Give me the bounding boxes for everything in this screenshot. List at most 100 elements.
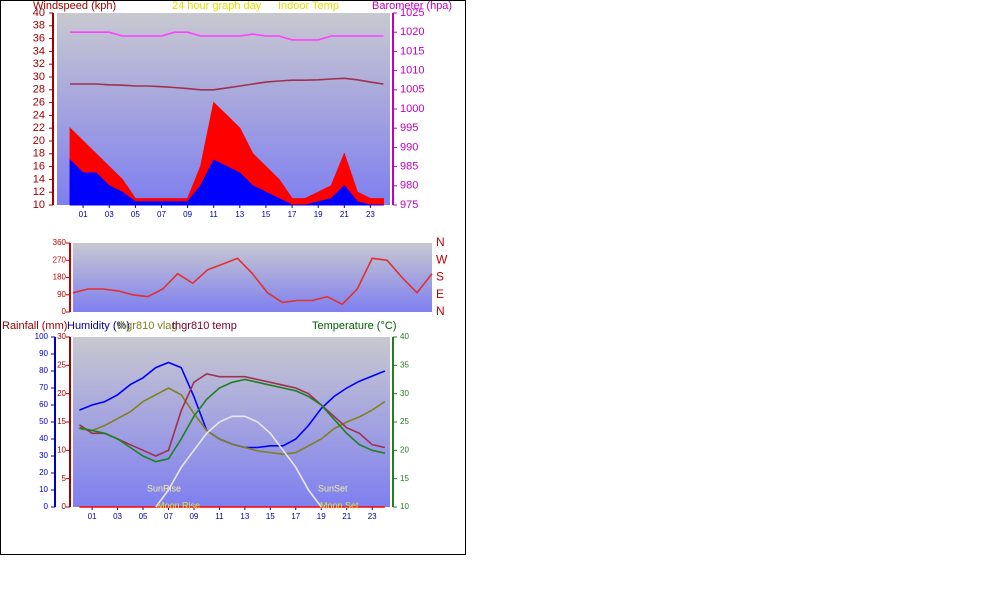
x-tick-label: 13 (235, 210, 244, 219)
y-tick-label: 30 (33, 71, 45, 83)
y-tick-label: 30 (39, 451, 48, 460)
x-tick-label: 03 (113, 512, 122, 521)
line (70, 77, 384, 91)
y-tick-label: S (436, 270, 444, 284)
y-tick-label: 0 (44, 502, 49, 511)
area (69, 101, 384, 206)
y-tick-label: 270 (53, 255, 67, 264)
y-tick-label: 35 (400, 360, 409, 369)
y-tick-label: 25 (57, 360, 66, 369)
y-tick-label: W (436, 252, 448, 266)
y-tick-label: 15 (57, 417, 66, 426)
y-tick-label: 20 (400, 445, 409, 454)
x-tick-label: 21 (340, 210, 349, 219)
line (79, 387, 386, 456)
y-tick-label: 16 (33, 161, 45, 173)
x-tick-label: 09 (183, 210, 192, 219)
plot-area (73, 337, 390, 507)
y-tick-label: 180 (53, 273, 67, 282)
y-tick-label: 10 (57, 445, 66, 454)
axis-title: Temperature (°C) (312, 320, 396, 332)
x-tick-label: 05 (139, 512, 148, 521)
y-tick-label: 100 (35, 332, 49, 341)
x-tick-label: 15 (261, 210, 270, 219)
axis-title: Indoor Temp (278, 0, 339, 12)
x-tick-label: 07 (164, 512, 173, 521)
x-tick-label: 23 (366, 210, 375, 219)
y-tick-label: 26 (33, 97, 45, 109)
y-tick-label: 90 (57, 290, 66, 299)
axis-title: 24 hour graph day (172, 0, 262, 12)
y-tick-label: 20 (39, 468, 48, 477)
area (69, 159, 384, 206)
x-tick-label: 01 (79, 210, 88, 219)
y-tick-label: 1015 (400, 45, 424, 57)
y-tick-label: 360 (53, 238, 67, 247)
y-tick-label: 20 (33, 135, 45, 147)
y-tick-label: N (436, 304, 445, 318)
line (79, 378, 386, 463)
y-tick-label: 24 (33, 109, 45, 121)
y-tick-label: 975 (400, 199, 418, 211)
annotation: Moon Rise (157, 500, 200, 510)
y-tick-label: 1010 (400, 65, 424, 77)
y-tick-label: 50 (39, 417, 48, 426)
y-tick-label: 5 (62, 474, 67, 483)
y-tick-label: 14 (33, 173, 45, 185)
y-tick-label: 995 (400, 122, 418, 134)
y-tick-label: 10 (39, 485, 48, 494)
y-tick-label: 22 (33, 122, 45, 134)
line (72, 257, 433, 306)
y-tick-label: 40 (400, 332, 409, 341)
y-tick-label: 12 (33, 186, 45, 198)
y-tick-label: 10 (400, 502, 409, 511)
y-tick-label: 1025 (400, 7, 424, 19)
y-tick-label: 1000 (400, 103, 424, 115)
y-tick-label: 10 (33, 199, 45, 211)
y-tick-label: 80 (39, 366, 48, 375)
line (155, 415, 322, 508)
y-tick-label: 70 (39, 383, 48, 392)
y-tick-label: 30 (57, 332, 66, 341)
x-tick-label: 05 (131, 210, 140, 219)
y-tick-label: 32 (33, 58, 45, 70)
y-tick-label: 0 (62, 502, 67, 511)
y-tick-label: 980 (400, 180, 418, 192)
x-tick-label: 15 (266, 512, 275, 521)
y-tick-label: 40 (33, 7, 45, 19)
plot-area (73, 243, 432, 312)
x-tick-label: 19 (317, 512, 326, 521)
y-tick-label: 1020 (400, 26, 424, 38)
line (78, 372, 386, 457)
x-tick-label: 17 (291, 512, 300, 521)
y-tick-label: 990 (400, 141, 418, 153)
x-tick-label: 17 (288, 210, 297, 219)
axis-title: thgr810 vlag (117, 320, 178, 332)
y-tick-label: 36 (33, 33, 45, 45)
x-tick-label: 13 (240, 512, 249, 521)
y-tick-label: 0 (62, 307, 67, 316)
axis-title: Barometer (hpa) (372, 0, 452, 12)
x-tick-label: 21 (342, 512, 351, 521)
y-tick-label: N (436, 235, 445, 249)
x-tick-label: 23 (368, 512, 377, 521)
x-tick-label: 19 (314, 210, 323, 219)
x-tick-label: 01 (88, 512, 97, 521)
annotation: SunSet (318, 483, 348, 493)
axis-title: Rainfall (mm) (2, 320, 67, 332)
axis-title: Humidity (%) (67, 320, 130, 332)
y-tick-label: 1005 (400, 84, 424, 96)
y-tick-label: 28 (33, 84, 45, 96)
x-tick-label: 09 (189, 512, 198, 521)
x-tick-label: 03 (105, 210, 114, 219)
y-tick-label: 985 (400, 161, 418, 173)
y-tick-label: 18 (33, 148, 45, 160)
axis-title: thgr810 temp (172, 320, 237, 332)
y-tick-label: 38 (33, 20, 45, 32)
y-tick-label: 25 (400, 417, 409, 426)
y-tick-label: 90 (39, 349, 48, 358)
y-tick-label: 60 (39, 400, 48, 409)
y-tick-label: E (436, 287, 444, 301)
